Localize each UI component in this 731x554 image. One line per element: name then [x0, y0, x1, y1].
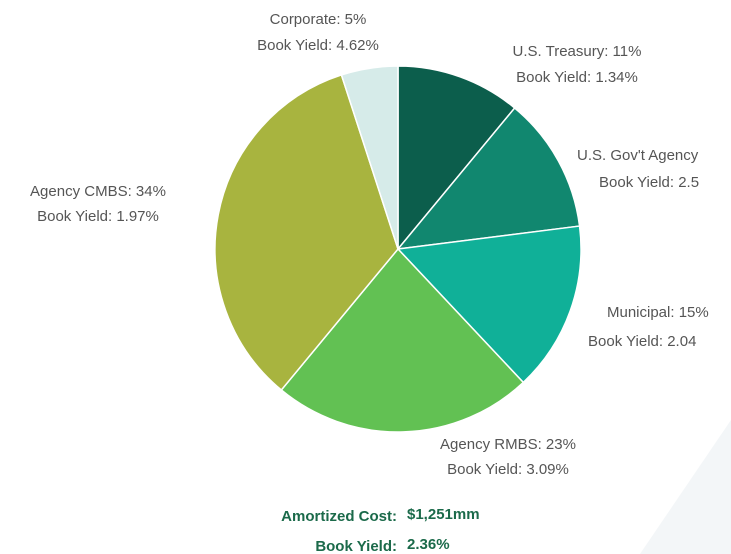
summary-label: Book Yield: [315, 538, 397, 554]
pie-slice [340, 65, 399, 250]
slice-label: Municipal: 15% [607, 304, 709, 321]
corner-decoration [640, 420, 731, 554]
slice-sub-label: Book Yield: 2.5 [599, 174, 699, 191]
summary-value: 2.36% [407, 536, 450, 553]
summary-value: $1,251mm [407, 506, 480, 523]
slice-label: Agency CMBS: 34% [30, 183, 166, 200]
slice-label: U.S. Treasury: 11% [513, 43, 642, 60]
slice-sub-label: Book Yield: 2.04 [588, 333, 696, 350]
summary-label: Amortized Cost: [281, 508, 397, 525]
slice-sub-label: Book Yield: 3.09% [447, 461, 569, 478]
slice-sub-label: Book Yield: 1.97% [37, 208, 159, 225]
pie-slice [214, 74, 399, 392]
pie-slice [280, 247, 525, 433]
pie-slice [396, 225, 582, 384]
slice-label: U.S. Gov't Agency [577, 147, 699, 164]
slice-sub-label: Book Yield: 1.34% [516, 69, 638, 86]
slice-sub-label: Book Yield: 4.62% [257, 37, 379, 54]
slice-label: Agency RMBS: 23% [440, 436, 576, 453]
pie-slice [397, 65, 516, 252]
pie-slice [396, 106, 581, 250]
slice-label: Corporate: 5% [270, 11, 367, 28]
